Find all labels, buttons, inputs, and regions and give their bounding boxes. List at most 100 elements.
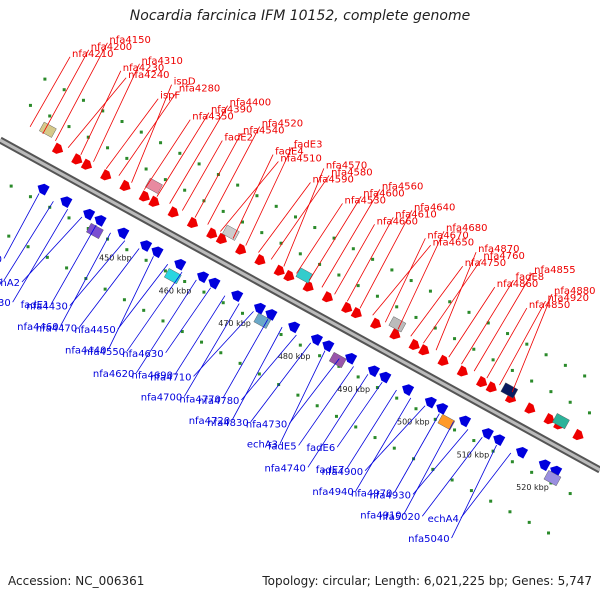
scale-dot bbox=[433, 417, 437, 421]
forward-leader bbox=[207, 126, 261, 225]
forward-gene-label: nfa4650 bbox=[433, 237, 474, 248]
scale-dot bbox=[86, 135, 90, 139]
reverse-gene bbox=[151, 246, 164, 259]
forward-gene-label: nfa4390 bbox=[211, 105, 252, 116]
feature-box bbox=[437, 413, 456, 431]
reverse-leader bbox=[21, 216, 83, 283]
reverse-leader bbox=[117, 263, 169, 330]
reverse-leader bbox=[403, 421, 455, 515]
gene-features bbox=[37, 121, 584, 487]
scale-dot bbox=[527, 520, 531, 524]
reverse-leader bbox=[108, 256, 154, 350]
reverse-leader bbox=[231, 326, 283, 421]
scale-dot bbox=[65, 266, 69, 270]
scale-dot bbox=[549, 390, 553, 394]
scale-dot bbox=[144, 258, 148, 262]
forward-gene bbox=[485, 381, 497, 393]
reverse-gene-shape bbox=[265, 309, 278, 321]
scale-dot bbox=[221, 301, 225, 305]
forward-gene bbox=[524, 402, 536, 414]
forward-leader bbox=[410, 265, 464, 337]
reverse-gene bbox=[140, 240, 153, 252]
reverse-gene bbox=[367, 365, 380, 378]
forward-leader bbox=[486, 307, 528, 379]
forward-gene-shape bbox=[369, 317, 382, 329]
scale-dot bbox=[390, 268, 394, 272]
reverse-leader bbox=[241, 334, 297, 401]
scale-dot bbox=[103, 287, 107, 291]
scale-dot bbox=[238, 361, 242, 365]
reverse-gene bbox=[538, 459, 551, 472]
forward-gene-label: nfa4855 bbox=[534, 265, 575, 276]
reverse-gene bbox=[310, 334, 324, 346]
reverse-gene-shape bbox=[60, 196, 73, 208]
forward-leader bbox=[105, 98, 159, 169]
kbp-label: 460 kbp bbox=[159, 286, 192, 295]
reverse-gene-shape bbox=[174, 258, 187, 271]
forward-gene bbox=[572, 428, 584, 441]
reverse-gene bbox=[459, 415, 472, 428]
genome-summary-text: Topology: circular; Length: 6,021,225 bp… bbox=[262, 574, 592, 588]
reverse-leader bbox=[78, 248, 140, 328]
reverse-gene-shape bbox=[538, 459, 551, 472]
scale-dot bbox=[450, 478, 454, 482]
forward-gene-label: nfa4540 bbox=[243, 126, 284, 137]
scale-dot bbox=[260, 231, 264, 235]
forward-gene bbox=[543, 413, 555, 425]
scale-dot bbox=[139, 130, 143, 134]
scale-dot bbox=[568, 492, 572, 496]
reverse-leader bbox=[250, 342, 312, 423]
scale-dot bbox=[508, 510, 512, 514]
forward-gene-shape bbox=[321, 291, 333, 303]
forward-gene-label: nfa4530 bbox=[345, 195, 386, 206]
scale-dot bbox=[395, 305, 399, 309]
genome-title: Nocardia farcinica IFM 10152, complete g… bbox=[129, 8, 471, 24]
forward-gene-label: nfa4350 bbox=[192, 112, 233, 123]
scale-dot bbox=[563, 363, 567, 367]
forward-gene-label: nfa4570 bbox=[326, 160, 367, 171]
reverse-gene-shape bbox=[436, 403, 449, 415]
scale-dot bbox=[313, 226, 317, 230]
forward-leader bbox=[511, 293, 553, 393]
scale-dot bbox=[431, 467, 435, 471]
forward-gene bbox=[350, 307, 362, 319]
scale-dot bbox=[298, 252, 302, 256]
scale-dot bbox=[395, 396, 399, 400]
reverse-gene-label: nfa4740 bbox=[264, 463, 305, 474]
forward-gene bbox=[302, 280, 314, 292]
reverse-gene-label: nfa4450 bbox=[74, 325, 115, 336]
forward-gene-shape bbox=[389, 328, 401, 340]
scale-dot bbox=[568, 400, 572, 404]
label-leaders bbox=[3, 42, 553, 539]
reverse-gene-shape bbox=[424, 396, 437, 409]
scale-dot bbox=[472, 439, 476, 443]
forward-gene-shape bbox=[138, 190, 150, 202]
scale-dot bbox=[318, 354, 322, 358]
forward-gene-label: nfa4560 bbox=[382, 181, 423, 192]
forward-gene-shape bbox=[167, 206, 179, 218]
forward-leader bbox=[499, 300, 546, 386]
reverse-gene bbox=[345, 352, 358, 365]
forward-gene-label: nfa4590 bbox=[312, 174, 353, 185]
reverse-leader bbox=[69, 240, 126, 306]
reverse-gene bbox=[424, 396, 437, 409]
scale-dot bbox=[453, 337, 457, 341]
feature-box bbox=[388, 316, 407, 333]
reverse-gene bbox=[516, 446, 529, 459]
scale-dot bbox=[587, 411, 591, 415]
forward-gene-shape bbox=[273, 264, 285, 276]
forward-gene bbox=[283, 269, 295, 282]
forward-leader bbox=[448, 286, 496, 358]
reverse-leader bbox=[3, 201, 54, 281]
forward-gene-shape bbox=[456, 365, 468, 377]
forward-leader bbox=[232, 154, 274, 239]
forward-leader bbox=[245, 147, 293, 246]
scale-dot bbox=[530, 379, 534, 383]
reverse-gene-label: nfa4440 bbox=[65, 345, 106, 356]
scale-dot bbox=[142, 308, 146, 312]
reverse-gene-shape bbox=[516, 446, 529, 459]
forward-gene bbox=[167, 206, 179, 218]
reverse-leader bbox=[279, 350, 326, 444]
forward-gene bbox=[321, 291, 333, 303]
scale-dot bbox=[219, 351, 223, 355]
